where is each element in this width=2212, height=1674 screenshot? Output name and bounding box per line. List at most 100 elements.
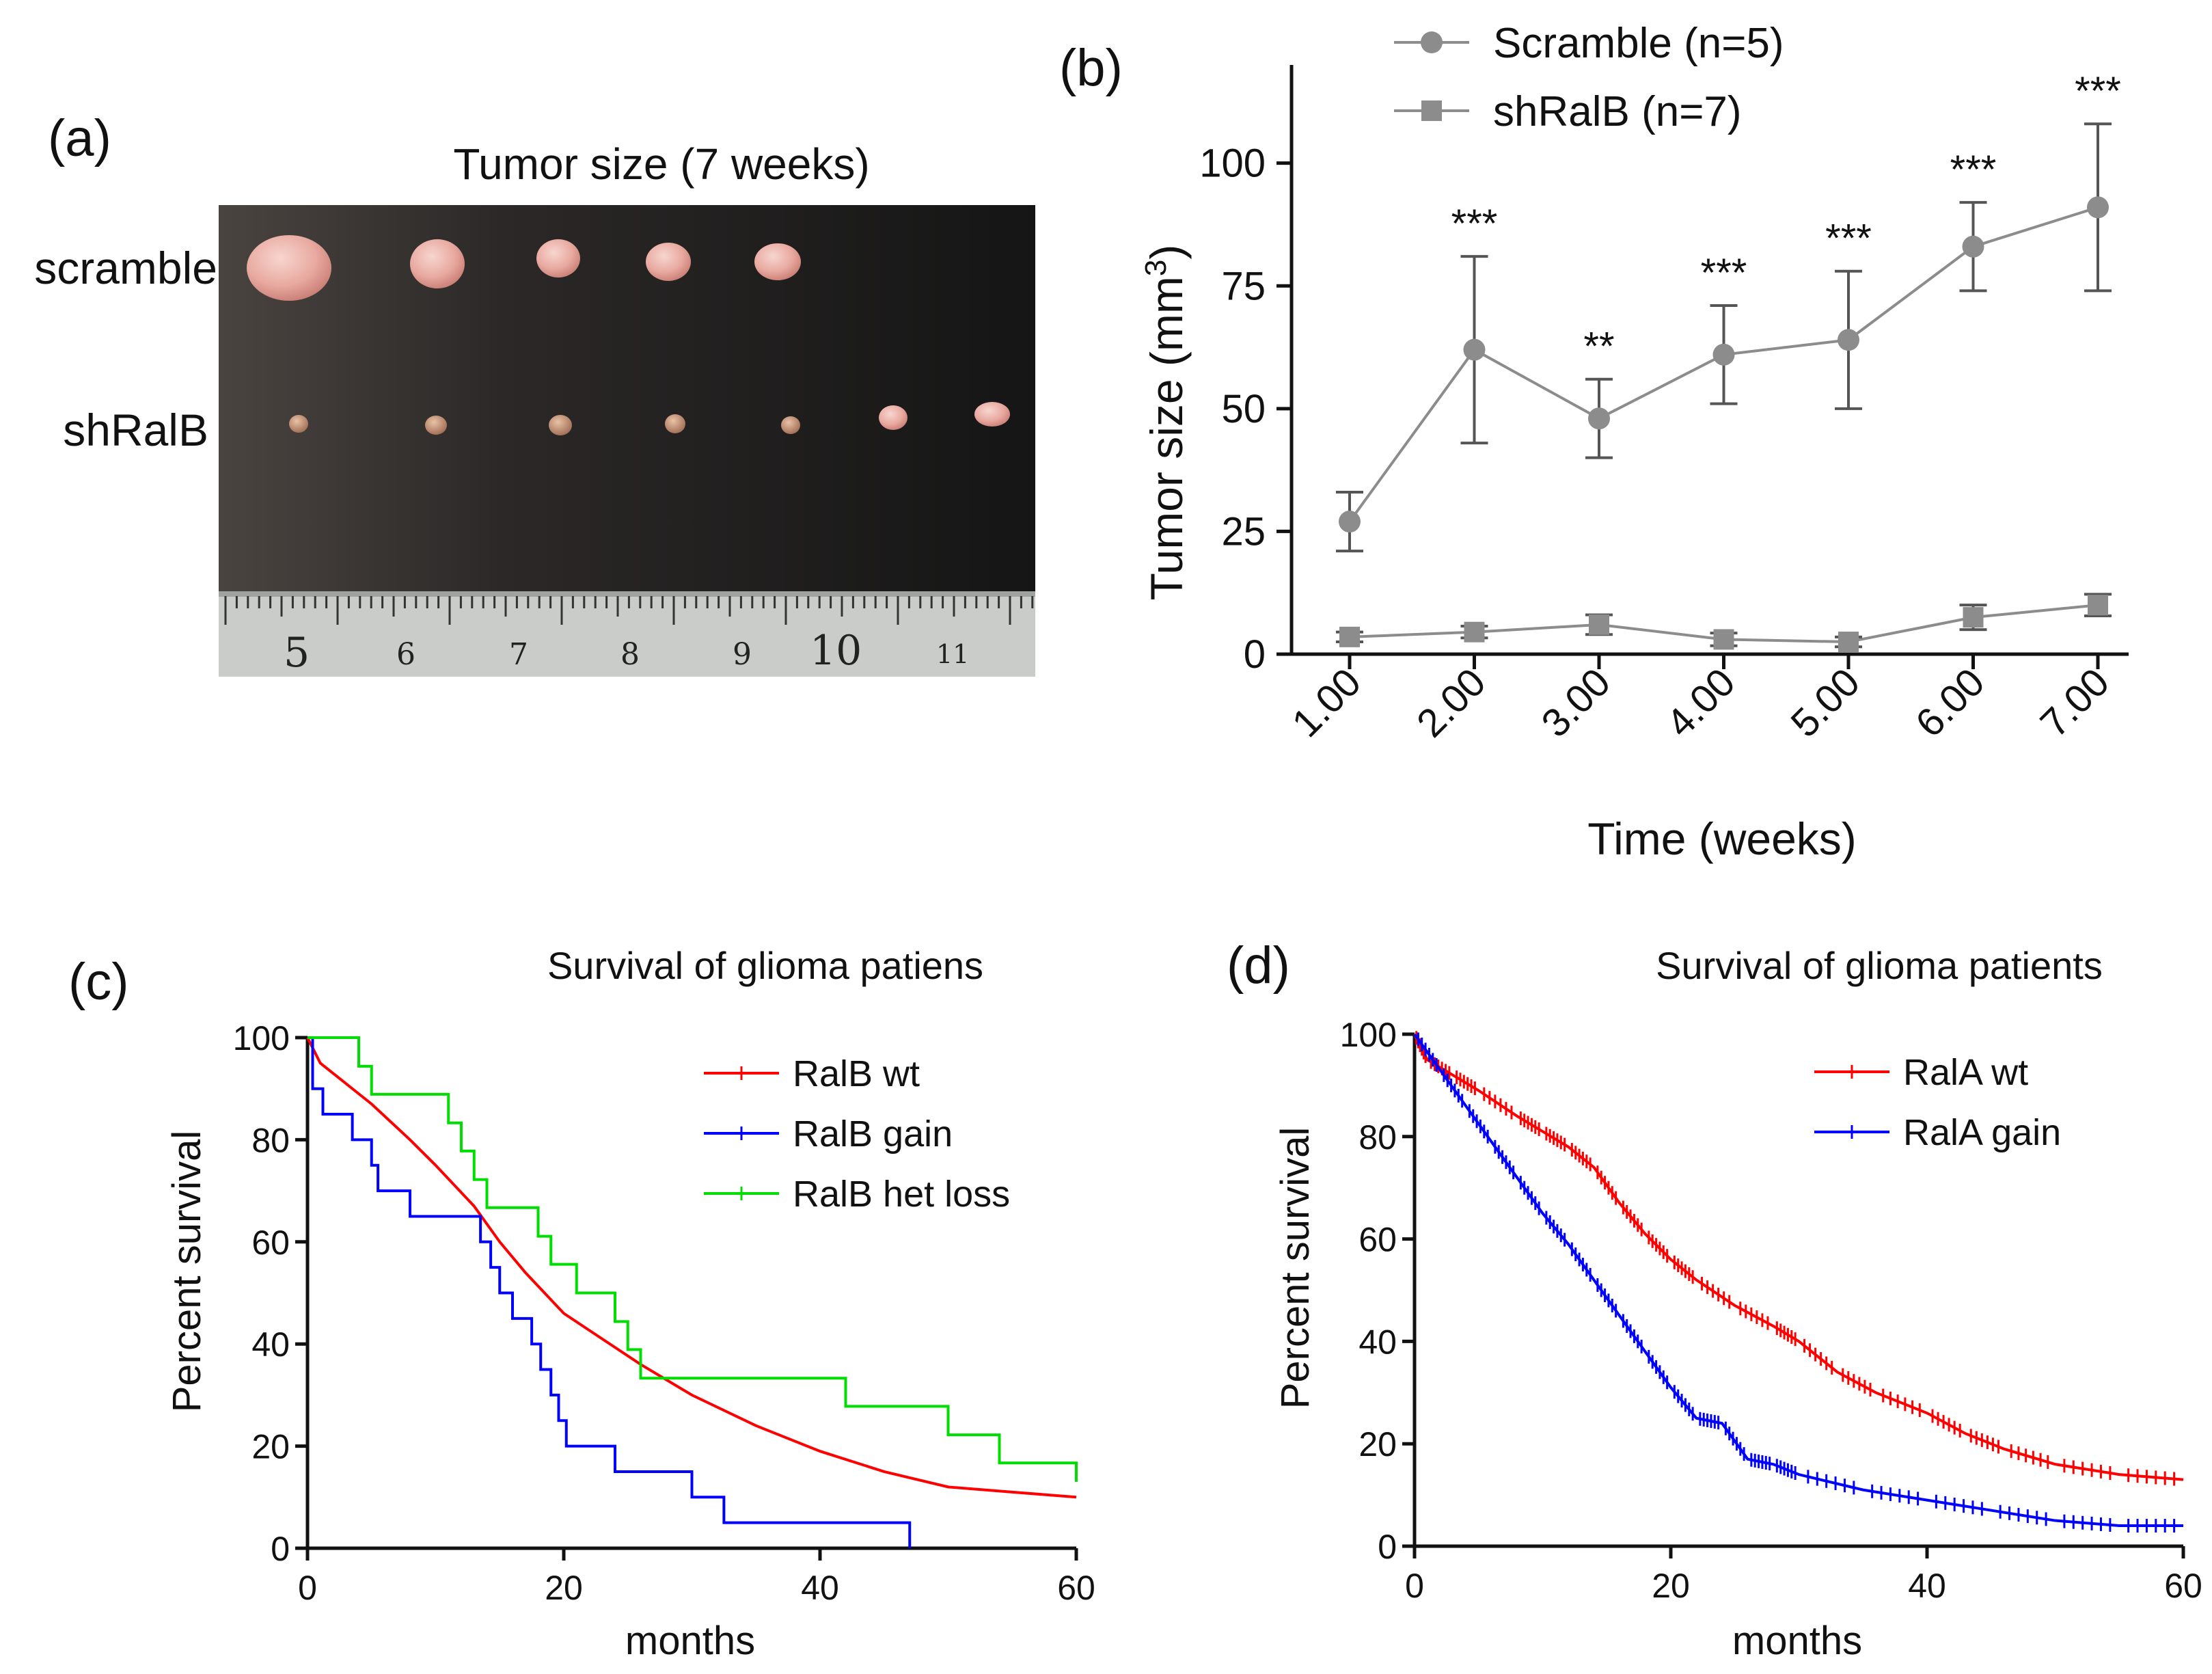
tumor-scramble: [754, 243, 801, 280]
data-point: [1713, 629, 1734, 650]
x-tick-label: 20: [1652, 1567, 1690, 1605]
panel-d-y-axis-title: Percent survival: [1273, 1127, 1317, 1409]
x-tick-label: 7.00: [2032, 660, 2118, 746]
y-tick-label: 20: [1358, 1425, 1397, 1463]
y-tick-label: 0: [1378, 1528, 1397, 1566]
x-tick-label: 40: [1908, 1567, 1946, 1605]
y-tick-label: 80: [1358, 1118, 1397, 1157]
x-tick-label: 60: [2164, 1567, 2202, 1605]
x-tick-label: 20: [545, 1569, 583, 1607]
panel-b-legend: Scramble (n=5) shRalB (n=7): [1394, 20, 1784, 135]
y-tick-label: 40: [251, 1325, 290, 1364]
survival-curve-1: [1413, 1033, 2183, 1528]
x-tick-label: 2.00: [1408, 660, 1494, 746]
panel-c: (c) Survival of glioma patiens Percent s…: [68, 944, 1095, 1663]
legend-marker: [1421, 100, 1442, 121]
data-point: [1588, 407, 1610, 430]
ruler-num-9: 9: [733, 637, 752, 672]
significance-marker: ***: [1950, 148, 1997, 192]
panel-b-label: (b): [1059, 39, 1123, 97]
data-point: [1339, 511, 1361, 533]
legend-label: Scramble (n=5): [1493, 20, 1784, 67]
x-tick-label: 0: [298, 1569, 317, 1607]
y-tick-label: 0: [271, 1530, 290, 1568]
y-tick-label: 100: [233, 1019, 290, 1057]
y-tick-label: 60: [251, 1224, 290, 1262]
panel-b-x-axis-title: Time (weeks): [1587, 813, 1857, 864]
data-point: [1339, 626, 1360, 647]
legend-label: RalB gain: [793, 1113, 953, 1155]
survival-curve-1: [308, 1036, 912, 1548]
tumor-shralb: [665, 414, 685, 433]
legend-label: RalB het loss: [793, 1174, 1010, 1215]
ruler-num-7: 7: [509, 637, 528, 672]
x-tick-label: 40: [801, 1569, 839, 1607]
tumor-shralb: [289, 415, 308, 433]
shralb-tumors: [289, 402, 1010, 435]
tumor-scramble: [247, 235, 331, 301]
scramble-tumors: [247, 235, 801, 301]
y-tick-label: 60: [1358, 1221, 1397, 1259]
x-tick-label: 6.00: [1907, 660, 1993, 746]
ruler-num-5: 5: [284, 629, 310, 677]
legend-label: RalB wt: [793, 1053, 920, 1094]
survival-curve-2: [308, 1036, 1078, 1482]
y-tick-label: 20: [251, 1428, 290, 1466]
tumor-scramble: [410, 239, 465, 288]
panel-c-label: (c): [68, 953, 129, 1011]
row-label-scramble: scramble: [34, 243, 217, 293]
panel-b-plot: *****************: [1336, 69, 2121, 653]
legend-label: RalA wt: [1903, 1052, 2028, 1093]
x-tick-label: 4.00: [1658, 660, 1744, 746]
survival-curve-0: [1413, 1034, 2184, 1481]
panel-c-y-axis-title: Percent survival: [165, 1131, 209, 1413]
tumor-shralb: [974, 402, 1010, 427]
ruler-num-11: 11: [936, 639, 969, 669]
panel-c-title: Survival of glioma patiens: [547, 944, 983, 987]
ruler-ticks: [224, 596, 1034, 625]
panel-d-plot: [1413, 1031, 2184, 1533]
panel-d: (d) Survival of glioma patients Percent …: [1227, 936, 2202, 1663]
row-label-shralb: shRalB: [63, 405, 208, 455]
tumor-shralb: [425, 416, 447, 435]
significance-marker: ***: [2075, 69, 2121, 113]
panel-a: (a) Tumor size (7 weeks) scramble shRalB…: [34, 109, 1035, 677]
data-point: [1464, 621, 1485, 643]
tumor-scramble: [646, 243, 691, 281]
data-point: [1963, 607, 1984, 628]
data-point: [1962, 235, 1984, 258]
ruler-num-10: 10: [810, 627, 862, 675]
panel-d-legend: RalA wt RalA gain: [1814, 1052, 2061, 1153]
x-tick-label: 5.00: [1782, 660, 1868, 746]
data-point: [1589, 614, 1609, 635]
y-tick-label: 75: [1221, 264, 1266, 308]
y-tick-label: 50: [1221, 387, 1266, 431]
data-point: [1838, 329, 1859, 351]
y-tick-label: 100: [1199, 141, 1266, 186]
panel-b-y-axis-title: Tumor size (mm3): [1139, 245, 1192, 601]
data-point: [1712, 343, 1735, 366]
ruler: 5 6 7 8 9 10 11: [219, 591, 1035, 677]
tumor-shralb: [781, 416, 800, 434]
ruler-body: [219, 591, 1035, 677]
panel-c-legend: RalB wt RalB gain RalB het loss: [704, 1053, 1010, 1215]
panel-a-label: (a): [48, 109, 111, 167]
y-tick-label: 25: [1221, 509, 1266, 554]
ruler-num-6: 6: [396, 637, 415, 672]
panel-c-x-axis-title: months: [625, 1619, 755, 1663]
tumor-scramble: [536, 239, 580, 278]
tumor-shralb: [879, 405, 907, 430]
data-point: [2087, 196, 2109, 219]
y-tick-label: 40: [1358, 1323, 1397, 1361]
data-point: [1838, 632, 1859, 653]
ruler-num-8: 8: [620, 637, 640, 672]
significance-marker: ***: [1825, 217, 1872, 261]
photo-board: [219, 205, 1035, 595]
data-point: [1463, 338, 1486, 361]
x-tick-label: 1.00: [1283, 660, 1369, 746]
panel-c-plot: [306, 1036, 1078, 1548]
panel-b: (b) Scramble (n=5) shRalB (n=7) Tumor siz…: [1059, 20, 2129, 864]
panel-c-axes: 0 20 40 60 80 100 0 20 40 60: [233, 1019, 1095, 1607]
y-tick-label: 100: [1340, 1016, 1397, 1054]
